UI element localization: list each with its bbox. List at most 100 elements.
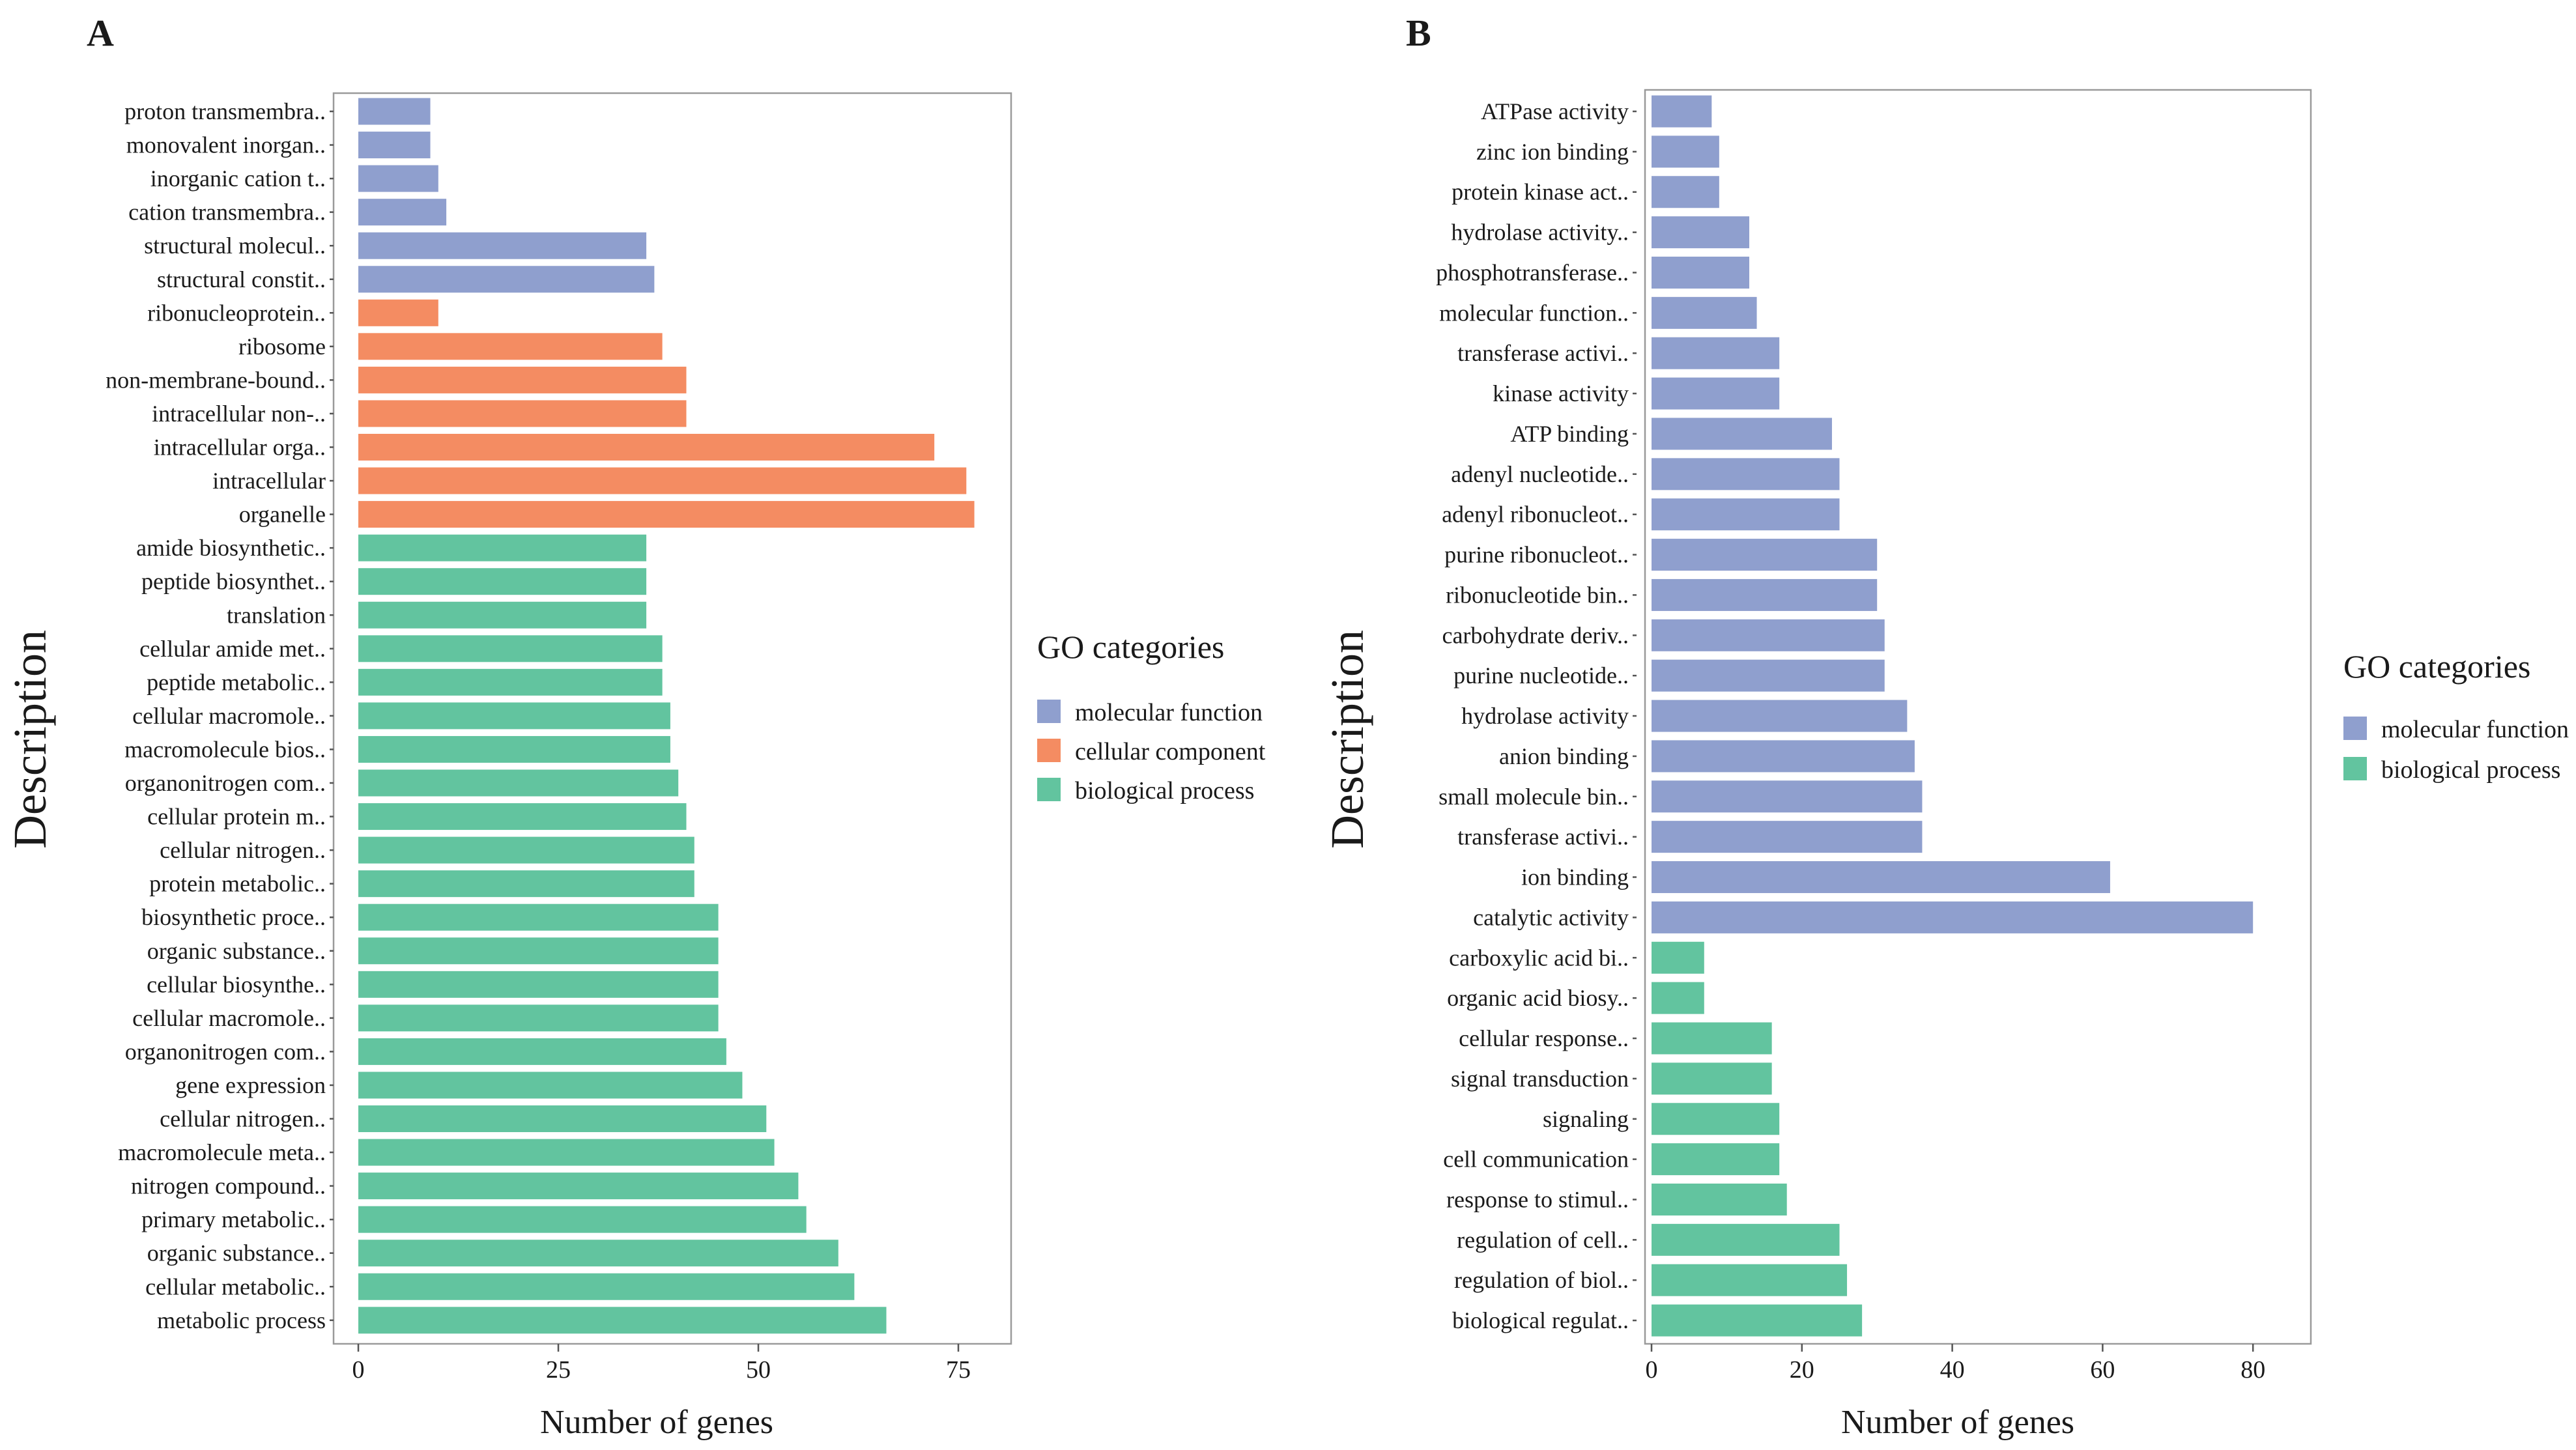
legend-a-label-biological-process: biological process: [1075, 777, 1254, 804]
x-tick-label-60: 60: [2090, 1356, 2115, 1384]
category-label-28: cellular macromole..: [132, 1005, 326, 1031]
bar-24: [1652, 1022, 1772, 1055]
category-label-31: cellular nitrogen..: [160, 1106, 326, 1132]
x-tick-label-40: 40: [1940, 1356, 1965, 1384]
bar-23: [1652, 982, 1704, 1014]
panel-b-category-labels: ATPase activity zinc ion binding protein k…: [1436, 98, 1637, 1333]
bar-29: [358, 1038, 726, 1065]
bar-13: [358, 501, 975, 528]
category-label-27: cellular biosynthe..: [147, 971, 326, 997]
bar-6: [1652, 296, 1757, 329]
category-label-22: cellular protein m..: [147, 804, 326, 830]
category-label-17: anion binding: [1499, 743, 1629, 769]
panel-b-legend: GO categories molecular function biologi…: [2343, 648, 2569, 784]
legend-b-swatch-molecular-function: [2343, 717, 2367, 740]
x-tick-label-80: 80: [2240, 1356, 2265, 1384]
category-label-14: carbohydrate deriv..: [1442, 622, 1629, 648]
bar-14: [358, 534, 647, 562]
bar-8: [358, 333, 663, 360]
bar-21: [358, 769, 679, 797]
panel-b-label: B: [1406, 12, 1431, 54]
bar-21: [1652, 901, 2254, 933]
category-label-6: structural constit..: [157, 266, 326, 292]
category-label-7: ribonucleoprotein..: [147, 300, 326, 326]
category-label-34: primary metabolic..: [141, 1206, 326, 1232]
bar-18: [1652, 780, 1923, 813]
legend-b-label-biological-process: biological process: [2381, 756, 2560, 784]
category-label-25: biosynthetic proce..: [141, 904, 326, 930]
bar-15: [358, 568, 647, 595]
panel-a-x-ticks: 0 25 50 75: [352, 1344, 971, 1384]
x-tick-label-20: 20: [1790, 1356, 1814, 1384]
panel-a-label: A: [87, 12, 114, 54]
bar-4: [1652, 216, 1750, 249]
bar-16: [358, 601, 647, 629]
panel-a-bars: [358, 98, 975, 1334]
panel-a-legend-title: GO categories: [1037, 629, 1224, 665]
bar-6: [358, 266, 655, 293]
bar-23: [358, 836, 694, 864]
bar-16: [1652, 700, 1908, 732]
category-label-9: ATP binding: [1510, 421, 1629, 447]
category-label-10: adenyl nucleotide..: [1451, 461, 1629, 487]
bar-22: [358, 803, 687, 831]
bar-17: [358, 635, 663, 662]
bar-1: [1652, 95, 1712, 128]
bar-26: [358, 937, 719, 965]
panel-a-x-axis-title: Number of genes: [540, 1404, 773, 1441]
category-label-28: response to stimul..: [1446, 1186, 1629, 1212]
bar-5: [358, 232, 647, 259]
category-label-21: catalytic activity: [1473, 904, 1629, 930]
bar-12: [358, 467, 967, 494]
category-label-13: organelle: [239, 502, 326, 528]
category-label-30: gene expression: [175, 1072, 326, 1098]
category-label-3: inorganic cation t..: [150, 165, 326, 192]
category-label-37: metabolic process: [157, 1307, 326, 1333]
category-label-26: signaling: [1543, 1106, 1629, 1132]
bar-20: [1652, 861, 2110, 894]
panel-a-category-labels: proton transmembra.. monovalent inorgan..…: [106, 98, 334, 1333]
category-label-21: organonitrogen com..: [125, 770, 326, 796]
bar-9: [1652, 418, 1832, 450]
category-label-20: macromolecule bios..: [124, 736, 326, 762]
bar-14: [1652, 619, 1885, 651]
panel-b-x-axis-title: Number of genes: [1841, 1404, 2074, 1441]
x-tick-label-25: 25: [546, 1356, 571, 1384]
bar-17: [1652, 740, 1915, 773]
category-label-11: intracellular orga..: [154, 434, 326, 461]
legend-b-swatch-biological-process: [2343, 757, 2367, 780]
bar-24: [358, 870, 694, 898]
bar-19: [1652, 821, 1923, 853]
bar-20: [358, 735, 670, 763]
category-label-8: ribosome: [238, 334, 326, 360]
bar-29: [1652, 1223, 1840, 1256]
legend-b-label-molecular-function: molecular function: [2381, 716, 2569, 743]
bar-35: [358, 1240, 838, 1267]
category-label-4: hydrolase activity..: [1451, 220, 1629, 246]
bar-1: [358, 98, 431, 125]
legend-a-label-molecular-function: molecular function: [1075, 699, 1263, 726]
category-label-24: protein metabolic..: [149, 871, 326, 897]
category-label-18: peptide metabolic..: [147, 669, 326, 695]
bar-8: [1652, 377, 1780, 410]
bar-31: [358, 1105, 767, 1132]
bar-10: [358, 400, 687, 427]
category-label-2: zinc ion binding: [1476, 139, 1629, 165]
bar-15: [1652, 659, 1885, 692]
category-label-1: proton transmembra..: [124, 98, 326, 124]
category-label-15: purine nucleotide..: [1453, 662, 1629, 689]
category-label-36: cellular metabolic..: [145, 1273, 326, 1300]
bar-27: [358, 971, 719, 998]
category-label-24: cellular response..: [1459, 1025, 1629, 1051]
category-label-20: ion binding: [1521, 864, 1629, 890]
panel-a: A Description proton transmembra.. monova…: [4, 12, 1266, 1441]
panel-b-legend-title: GO categories: [2343, 648, 2530, 685]
category-label-6: molecular function..: [1439, 300, 1629, 326]
category-label-5: phosphotransferase..: [1436, 259, 1629, 285]
category-label-29: regulation of cell..: [1457, 1227, 1629, 1253]
bar-28: [358, 1004, 719, 1032]
category-label-19: cellular macromole..: [132, 703, 326, 729]
category-label-31: biological regulat..: [1452, 1307, 1629, 1333]
bar-19: [358, 702, 670, 730]
